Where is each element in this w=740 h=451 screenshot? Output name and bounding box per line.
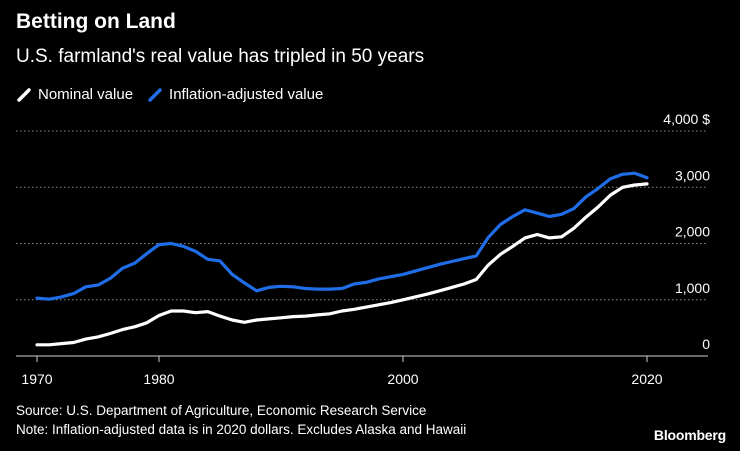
series-line-inflation-adjusted xyxy=(35,171,649,301)
y-tick-label: 1,000 xyxy=(675,280,710,296)
series xyxy=(35,171,649,347)
source-note: Source: U.S. Department of Agriculture, … xyxy=(16,403,427,418)
axes: 0 1,000 2,000 3,000 4,000 $ 1970 1980 2000 2020 xyxy=(16,111,710,387)
legend: Nominal value Inflation-adjusted value xyxy=(16,86,337,103)
x-tick-label: 1980 xyxy=(143,371,174,387)
x-tick-label: 2000 xyxy=(387,371,418,387)
y-tick-label: 2,000 xyxy=(675,224,710,240)
gridlines xyxy=(16,130,708,301)
data-note: Note: Inflation-adjusted data is in 2020… xyxy=(16,422,467,437)
legend-item-inflation-adjusted: Inflation-adjusted value xyxy=(147,86,323,103)
legend-swatch-inflation-adjusted xyxy=(148,87,162,102)
y-tick-label: 4,000 $ xyxy=(663,111,710,127)
x-tick-label: 2020 xyxy=(631,371,662,387)
y-tick-label: 3,000 xyxy=(675,167,710,183)
brand-logo-text: Bloomberg xyxy=(653,427,726,443)
x-tick-label: 1970 xyxy=(21,371,52,387)
legend-item-nominal: Nominal value xyxy=(16,86,133,103)
legend-label-nominal: Nominal value xyxy=(38,86,134,103)
legend-swatch-nominal xyxy=(17,87,31,102)
chart-title: Betting on Land xyxy=(16,10,176,33)
legend-label-inflation-adjusted: Inflation-adjusted value xyxy=(169,86,324,103)
y-tick-label: 0 xyxy=(702,336,710,352)
series-line-nominal xyxy=(35,182,649,347)
chart-subtitle: U.S. farmland's real value has tripled i… xyxy=(16,46,425,67)
